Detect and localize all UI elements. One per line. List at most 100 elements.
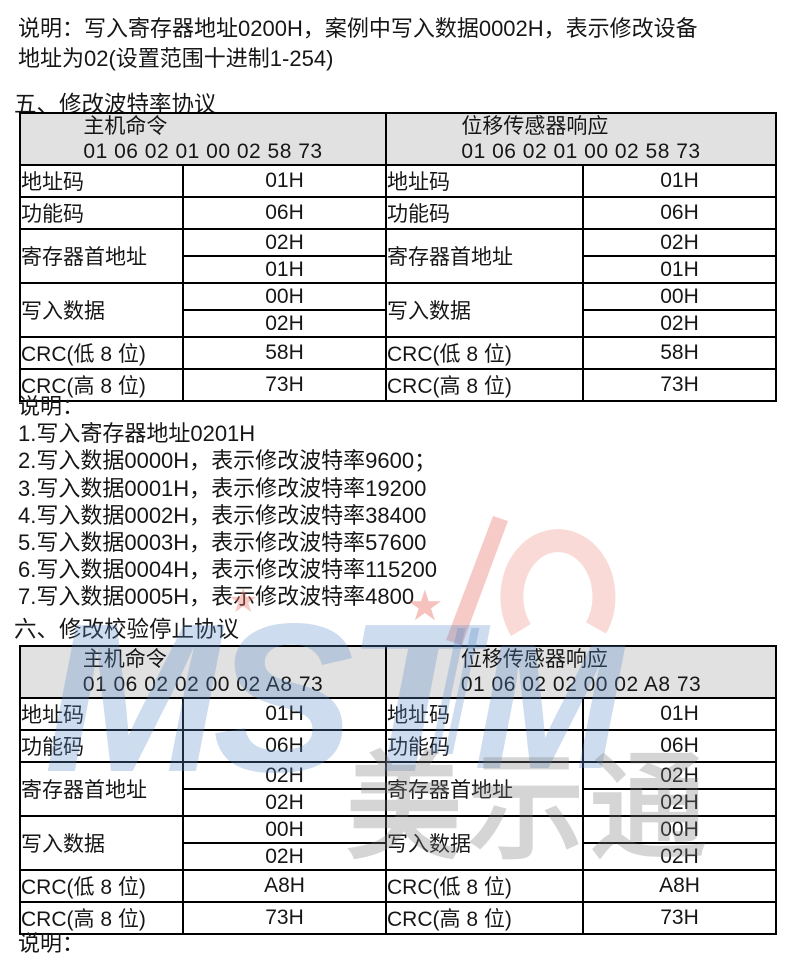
reg-label: 寄存器首地址	[19, 761, 184, 817]
table-row: 写入数据 00H 写入数据 00H	[19, 815, 778, 871]
table-row: 功能码 06H 功能码 06H	[19, 196, 777, 230]
note-item: 1.写入寄存器地址0201H	[18, 421, 256, 447]
reg-value-hi: 02H	[582, 761, 778, 790]
reg-value-lo: 02H	[181, 788, 388, 817]
table-row: 写入数据 00H 写入数据 00H	[19, 282, 777, 338]
crc-hi-value: 73H	[582, 368, 777, 402]
table-row: 地址码 01H 地址码 01H	[19, 164, 777, 198]
host-command-hex: 01 06 02 01 00 02 58 73	[83, 140, 323, 163]
crc-hi-label: CRC(高 8 位)	[385, 368, 584, 402]
data-value-lo: 02H	[181, 842, 388, 871]
intro-paragraph: 说明：写入寄存器地址0200H，案例中写入数据0002H，表示修改设备 地址为0…	[18, 14, 778, 74]
func-label: 功能码	[19, 729, 184, 763]
sensor-response-title: 位移传感器响应	[461, 115, 609, 138]
notes-title: 说明：	[18, 394, 85, 419]
data-label: 写入数据	[19, 815, 184, 871]
sensor-response-header: 位移传感器响应 01 06 02 01 00 02 58 73	[385, 112, 777, 166]
sensor-response-title: 位移传感器响应	[460, 648, 608, 671]
data-label: 写入数据	[385, 815, 585, 871]
watermark-red-band	[446, 516, 508, 645]
host-command-title: 主机命令	[82, 648, 167, 671]
sensor-response-hex: 01 06 02 01 00 02 58 73	[461, 140, 701, 163]
reg-value-hi: 02H	[182, 228, 387, 257]
crc-hi-label: CRC(高 8 位)	[19, 901, 184, 935]
func-label: 功能码	[19, 196, 184, 230]
intro-line-1: 说明：写入寄存器地址0200H，案例中写入数据0002H，表示修改设备	[18, 16, 698, 41]
note-item: 4.写入数据0002H，表示修改波特率38400	[18, 502, 427, 528]
note-item: 2.写入数据0000H，表示修改波特率9600；	[18, 448, 437, 474]
crc-hi-label: CRC(高 8 位)	[19, 368, 184, 402]
addr-value: 01H	[582, 697, 778, 731]
reg-value-hi: 02H	[582, 228, 777, 257]
table-row: 02H 02H	[20, 309, 777, 338]
data-label: 写入数据	[19, 282, 184, 338]
table-row: 寄存器首地址 02H 寄存器首地址 02H	[19, 228, 777, 284]
addr-label: 地址码	[19, 697, 184, 731]
addr-label: 地址码	[19, 164, 184, 198]
func-value: 06H	[182, 196, 387, 230]
func-value: 06H	[582, 196, 777, 230]
func-value: 06H	[181, 729, 388, 763]
crc-hi-label: CRC(高 8 位)	[385, 901, 585, 935]
section-6-heading: 六、修改校验停止协议	[14, 617, 240, 642]
table-row: CRC(高 8 位) 73H CRC(高 8 位) 73H	[19, 368, 777, 402]
sensor-response-hex: 01 06 02 02 00 02 A8 73	[460, 673, 702, 696]
addr-value: 01H	[182, 164, 387, 198]
note-item: 3.写入数据0001H，表示修改波特率19200	[18, 475, 427, 501]
data-label: 写入数据	[385, 282, 584, 338]
host-command-header: 主机命令 01 06 02 01 00 02 58 73	[19, 112, 387, 166]
table-row: CRC(低 8 位) 58H CRC(低 8 位) 58H	[19, 336, 777, 370]
reg-label: 寄存器首地址	[385, 228, 584, 284]
baud-rate-protocol-table: 主机命令 01 06 02 01 00 02 58 73 位移传感器响应 01 …	[19, 112, 777, 402]
crc-hi-value: 73H	[582, 901, 778, 935]
table-row: 寄存器首地址 02H 寄存器首地址 02H	[19, 761, 778, 817]
reg-value-lo: 01H	[582, 255, 777, 284]
data-value-hi: 00H	[182, 282, 387, 311]
note-item: 7.写入数据0005H，表示修改波特率4800	[18, 584, 415, 610]
note-item: 5.写入数据0003H，表示修改波特率57600	[18, 530, 427, 556]
crc-hi-value: 73H	[181, 901, 388, 935]
intro-line-2: 地址为02(设置范围十进制1-254)	[18, 46, 334, 71]
crc-lo-label: CRC(低 8 位)	[19, 869, 184, 903]
crc-lo-value: A8H	[181, 869, 388, 903]
bottom-notes-title: 说明：	[18, 931, 85, 956]
reg-value-hi: 02H	[181, 761, 388, 790]
note-item: 6.写入数据0004H，表示修改波特率115200	[18, 557, 437, 583]
data-value-lo: 02H	[182, 309, 387, 338]
crc-lo-value: A8H	[582, 869, 778, 903]
data-value-lo: 02H	[582, 842, 778, 871]
addr-label: 地址码	[385, 164, 584, 198]
data-value-hi: 00H	[181, 815, 388, 844]
func-value: 06H	[582, 729, 778, 763]
table-row: 功能码 06H 功能码 06H	[19, 729, 778, 763]
table-row: 01H 01H	[20, 255, 777, 284]
func-label: 功能码	[385, 729, 585, 763]
host-command-title: 主机命令	[83, 115, 168, 138]
crc-lo-label: CRC(低 8 位)	[19, 336, 184, 370]
crc-lo-value: 58H	[182, 336, 387, 370]
table-row: 地址码 01H 地址码 01H	[19, 697, 778, 731]
reg-value-lo: 01H	[182, 255, 387, 284]
crc-hi-value: 73H	[182, 368, 387, 402]
sensor-response-header: 位移传感器响应 01 06 02 02 00 02 A8 73	[385, 645, 778, 699]
host-command-header: 主机命令 01 06 02 02 00 02 A8 73	[18, 645, 388, 699]
reg-value-lo: 02H	[582, 788, 778, 817]
table-row: CRC(高 8 位) 73H CRC(高 8 位) 73H	[19, 901, 778, 935]
watermark-pink-arc	[500, 529, 616, 636]
host-command-hex: 01 06 02 02 00 02 A8 73	[82, 673, 324, 696]
table-row: 02H 02H	[20, 842, 778, 871]
table-row: CRC(低 8 位) A8H CRC(低 8 位) A8H	[19, 869, 778, 903]
addr-label: 地址码	[385, 697, 585, 731]
parity-stop-protocol-table: 主机命令 01 06 02 02 00 02 A8 73 位移传感器响应 01 …	[18, 645, 778, 935]
data-value-lo: 02H	[582, 309, 777, 338]
addr-value: 01H	[582, 164, 777, 198]
func-label: 功能码	[385, 196, 584, 230]
crc-lo-value: 58H	[582, 336, 777, 370]
table-row: 02H 02H	[20, 788, 778, 817]
reg-label: 寄存器首地址	[385, 761, 585, 817]
baud-rate-notes: 说明： 1.写入寄存器地址0201H 2.写入数据0000H，表示修改波特率96…	[18, 393, 437, 611]
data-value-hi: 00H	[582, 815, 778, 844]
addr-value: 01H	[181, 697, 388, 731]
data-value-hi: 00H	[582, 282, 777, 311]
crc-lo-label: CRC(低 8 位)	[385, 336, 584, 370]
